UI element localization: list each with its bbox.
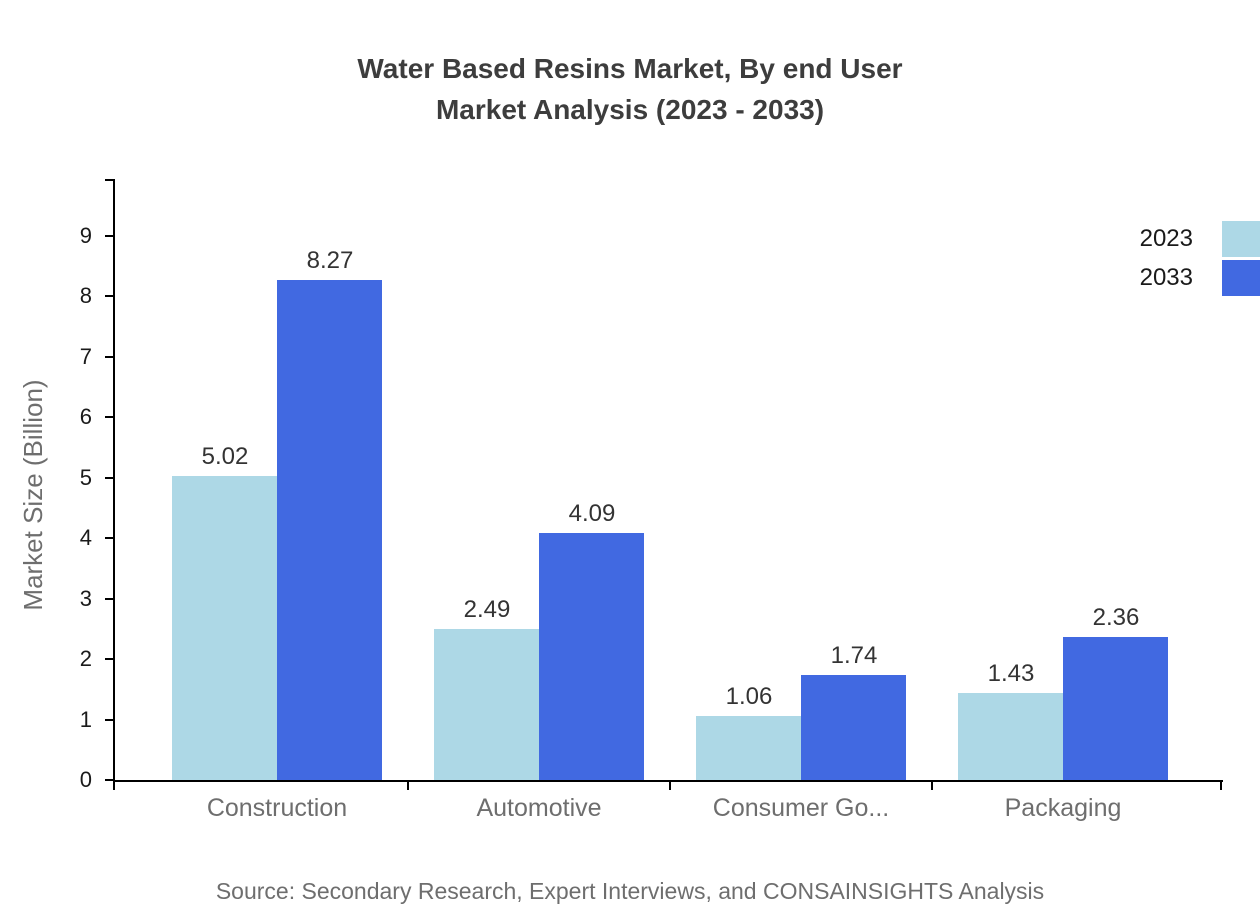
bar-2023-3 — [696, 716, 801, 780]
value-label: 1.06 — [725, 683, 773, 710]
chart-title-line2: Market Analysis (2023 - 2033) — [435, 94, 825, 125]
value-label: 2.36 — [1092, 604, 1140, 631]
value-label: 1.74 — [830, 642, 878, 669]
x-tick — [931, 782, 933, 790]
y-tick-label: 7 — [79, 344, 92, 369]
bar-2033-4 — [1063, 637, 1168, 780]
legend-swatch-2033 — [1222, 260, 1260, 296]
value-label: 4.09 — [568, 500, 616, 527]
value-label: 5.02 — [201, 443, 249, 470]
value-label: 8.27 — [306, 247, 354, 274]
y-tick-label: 2 — [79, 646, 92, 671]
y-tick-label: 8 — [79, 283, 92, 308]
y-tick — [105, 779, 113, 781]
y-tick-label: 0 — [79, 767, 92, 792]
x-category-label: Automotive — [476, 794, 602, 822]
y-tick — [105, 537, 113, 539]
y-tick — [105, 719, 113, 721]
y-tick — [105, 658, 113, 660]
bar-2033-2 — [539, 533, 644, 780]
chart-title-line1: Water Based Resins Market, By end User — [357, 53, 903, 84]
y-tick-label: 5 — [79, 465, 92, 490]
x-tick — [407, 782, 409, 790]
bar-2023-2 — [434, 629, 539, 780]
y-tick-label: 1 — [79, 707, 92, 732]
x-category-label: Consumer Go... — [712, 794, 890, 822]
y-tick-label: 6 — [79, 404, 92, 429]
y-tick — [105, 295, 113, 297]
x-category-label: Packaging — [1004, 794, 1122, 822]
y-tick — [105, 235, 113, 237]
source-note: Source: Secondary Research, Expert Inter… — [215, 878, 1045, 904]
y-tick — [105, 356, 113, 358]
y-tick — [105, 598, 113, 600]
x-category-label: Construction — [206, 794, 348, 822]
bar-2033-3 — [801, 675, 906, 780]
legend-item-2033: 2033 — [1140, 260, 1260, 296]
value-label: 2.49 — [463, 596, 511, 623]
x-axis-line — [113, 780, 1223, 782]
y-tick-label: 3 — [79, 586, 92, 611]
legend-label-2023: 2023 — [1139, 225, 1193, 252]
bar-2033-1 — [277, 280, 382, 780]
y-tick-label: 4 — [79, 525, 92, 550]
y-tick — [105, 477, 113, 479]
bar-2023-4 — [958, 693, 1063, 780]
x-tick — [1220, 782, 1222, 790]
y-tick — [105, 416, 113, 418]
y-axis-end-tick — [105, 179, 113, 181]
x-tick — [669, 782, 671, 790]
bar-2023-1 — [172, 476, 277, 780]
value-label: 1.43 — [987, 660, 1035, 687]
legend: 2023 2033 — [1140, 221, 1260, 299]
chart-title: Water Based Resins Market, By end User M… — [0, 48, 1260, 130]
x-tick — [113, 782, 115, 790]
legend-swatch-2023 — [1222, 221, 1260, 257]
legend-label-2033: 2033 — [1139, 264, 1193, 291]
y-axis-line — [113, 179, 115, 782]
y-tick-label: 9 — [79, 223, 92, 248]
legend-item-2023: 2023 — [1140, 221, 1260, 257]
